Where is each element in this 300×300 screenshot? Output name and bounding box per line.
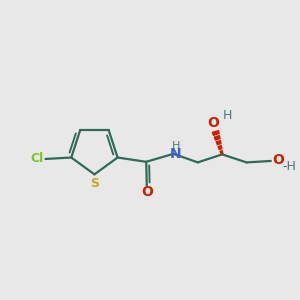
Text: N: N xyxy=(170,147,182,161)
Text: Cl: Cl xyxy=(30,152,43,166)
Polygon shape xyxy=(216,141,221,145)
Text: H: H xyxy=(223,109,232,122)
Polygon shape xyxy=(220,151,223,154)
Text: -H: -H xyxy=(283,160,297,172)
Polygon shape xyxy=(214,136,220,140)
Text: O: O xyxy=(141,185,153,200)
Text: H: H xyxy=(172,141,180,151)
Text: O: O xyxy=(272,153,284,167)
Polygon shape xyxy=(212,130,219,135)
Text: O: O xyxy=(208,116,220,130)
Polygon shape xyxy=(218,146,222,149)
Text: S: S xyxy=(90,177,99,190)
